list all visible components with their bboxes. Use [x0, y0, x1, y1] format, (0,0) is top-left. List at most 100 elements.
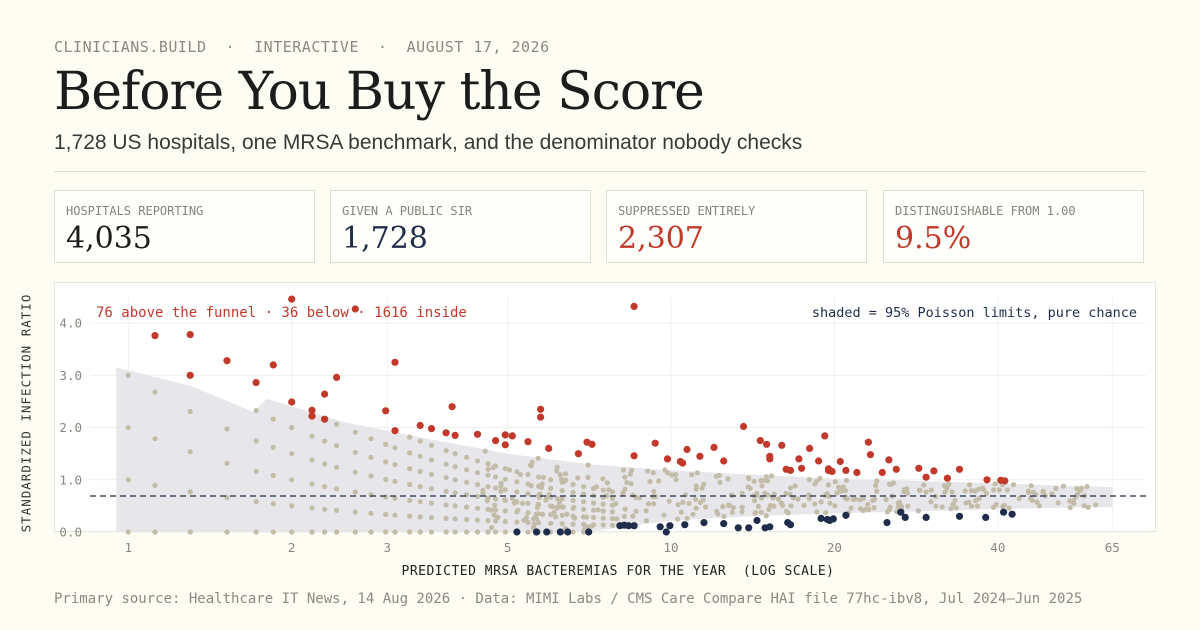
- inside-point[interactable]: [485, 518, 491, 524]
- above-point[interactable]: [308, 406, 316, 414]
- inside-point[interactable]: [383, 441, 389, 447]
- inside-point[interactable]: [942, 489, 948, 495]
- inside-point[interactable]: [525, 519, 531, 526]
- inside-point[interactable]: [540, 474, 547, 480]
- above-point[interactable]: [696, 452, 704, 460]
- above-point[interactable]: [756, 437, 764, 445]
- above-point[interactable]: [798, 464, 806, 472]
- inside-point[interactable]: [609, 522, 616, 528]
- inside-point[interactable]: [428, 442, 435, 448]
- inside-point[interactable]: [609, 509, 616, 515]
- above-point[interactable]: [930, 467, 938, 475]
- inside-point[interactable]: [517, 471, 523, 478]
- inside-point[interactable]: [928, 487, 934, 493]
- inside-point[interactable]: [452, 529, 458, 535]
- inside-point[interactable]: [966, 499, 972, 505]
- inside-point[interactable]: [392, 445, 398, 451]
- inside-point[interactable]: [656, 478, 662, 484]
- above-point[interactable]: [630, 302, 638, 310]
- inside-point[interactable]: [1004, 487, 1011, 493]
- inside-point[interactable]: [428, 515, 435, 521]
- below-point[interactable]: [901, 513, 909, 522]
- inside-point[interactable]: [806, 477, 813, 483]
- inside-point[interactable]: [489, 525, 495, 531]
- inside-point[interactable]: [962, 488, 968, 494]
- inside-point[interactable]: [383, 511, 389, 518]
- inside-point[interactable]: [407, 466, 413, 472]
- inside-point[interactable]: [643, 518, 650, 524]
- inside-point[interactable]: [485, 461, 491, 467]
- inside-point[interactable]: [990, 504, 997, 510]
- inside-point[interactable]: [334, 486, 340, 492]
- inside-point[interactable]: [693, 496, 699, 502]
- inside-point[interactable]: [548, 485, 554, 492]
- inside-point[interactable]: [1036, 503, 1042, 509]
- inside-point[interactable]: [525, 529, 531, 535]
- inside-point[interactable]: [452, 451, 458, 457]
- inside-point[interactable]: [1031, 489, 1037, 495]
- inside-point[interactable]: [187, 449, 193, 455]
- inside-point[interactable]: [699, 485, 705, 491]
- inside-point[interactable]: [860, 495, 866, 501]
- inside-point[interactable]: [443, 515, 449, 522]
- inside-point[interactable]: [484, 498, 490, 504]
- inside-point[interactable]: [493, 474, 499, 480]
- inside-point[interactable]: [672, 471, 679, 478]
- inside-point[interactable]: [622, 474, 628, 480]
- inside-point[interactable]: [680, 499, 686, 505]
- inside-point[interactable]: [678, 509, 684, 515]
- above-point[interactable]: [186, 371, 194, 379]
- inside-point[interactable]: [322, 484, 328, 490]
- inside-point[interactable]: [498, 483, 504, 489]
- inside-point[interactable]: [417, 529, 423, 535]
- inside-point[interactable]: [890, 480, 897, 486]
- inside-point[interactable]: [309, 505, 315, 511]
- inside-point[interactable]: [152, 389, 158, 395]
- inside-point[interactable]: [759, 483, 765, 489]
- inside-point[interactable]: [428, 471, 435, 477]
- inside-point[interactable]: [407, 529, 413, 535]
- inside-point[interactable]: [540, 511, 546, 517]
- inside-point[interactable]: [609, 495, 616, 502]
- inside-point[interactable]: [887, 504, 893, 510]
- above-point[interactable]: [427, 425, 436, 433]
- inside-point[interactable]: [645, 468, 651, 474]
- inside-point[interactable]: [928, 499, 934, 505]
- above-point[interactable]: [501, 431, 509, 439]
- inside-point[interactable]: [514, 479, 520, 485]
- above-point[interactable]: [739, 422, 748, 431]
- above-point[interactable]: [885, 456, 893, 464]
- inside-point[interactable]: [502, 518, 508, 525]
- inside-point[interactable]: [581, 484, 587, 490]
- below-point[interactable]: [681, 521, 689, 529]
- inside-point[interactable]: [515, 507, 521, 513]
- above-point[interactable]: [663, 455, 672, 463]
- inside-point[interactable]: [527, 462, 534, 468]
- inside-point[interactable]: [452, 477, 458, 483]
- inside-point[interactable]: [443, 488, 449, 494]
- above-point[interactable]: [892, 465, 900, 473]
- inside-point[interactable]: [806, 496, 813, 502]
- inside-point[interactable]: [624, 479, 630, 486]
- above-point[interactable]: [878, 468, 886, 477]
- inside-point[interactable]: [621, 513, 628, 520]
- above-point[interactable]: [710, 443, 718, 451]
- inside-point[interactable]: [352, 529, 358, 535]
- inside-point[interactable]: [651, 501, 657, 507]
- inside-point[interactable]: [651, 488, 657, 494]
- inside-point[interactable]: [474, 517, 481, 523]
- inside-point[interactable]: [585, 474, 591, 481]
- inside-point[interactable]: [551, 509, 557, 515]
- inside-point[interactable]: [539, 481, 545, 487]
- inside-point[interactable]: [334, 507, 340, 513]
- inside-point[interactable]: [764, 492, 770, 498]
- below-point[interactable]: [1008, 510, 1016, 518]
- inside-point[interactable]: [1028, 483, 1034, 489]
- inside-point[interactable]: [948, 506, 954, 512]
- inside-point[interactable]: [700, 497, 706, 503]
- inside-point[interactable]: [693, 483, 699, 489]
- inside-point[interactable]: [352, 449, 358, 455]
- inside-point[interactable]: [729, 509, 735, 516]
- inside-point[interactable]: [443, 502, 449, 508]
- inside-point[interactable]: [812, 501, 818, 507]
